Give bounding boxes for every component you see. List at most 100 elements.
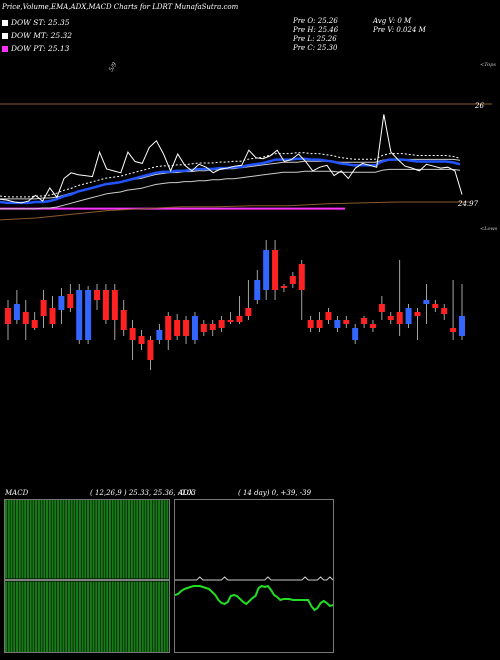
stat-pre-v: Pre V: 0.024 M <box>373 26 426 34</box>
candle-body <box>76 290 83 340</box>
candle-body <box>129 328 136 340</box>
candle-body <box>156 330 163 340</box>
candle-body <box>361 318 368 324</box>
candle-body <box>40 300 47 316</box>
candle-body <box>138 336 145 344</box>
ytick-label: 24.97 <box>457 200 479 208</box>
adx-line <box>175 576 333 581</box>
ytick-label: 26 <box>474 102 484 110</box>
adx-params: ( 14 day) 0, +39, -39 <box>238 489 312 497</box>
candle-body <box>147 340 154 360</box>
candle-body <box>263 250 270 290</box>
macd-histogram-bar <box>76 500 79 652</box>
candle-body <box>120 310 127 330</box>
candle-body <box>369 324 376 328</box>
candle-body <box>414 312 421 316</box>
stat-avg-v: Avg V: 0 M <box>373 17 412 25</box>
legend-dow-st-label: DOW ST: 25.35 <box>11 18 70 27</box>
legend-swatch-st <box>2 20 8 26</box>
macd-histogram-bar <box>125 500 128 652</box>
macd-params: ( 12,26,9 ) 25.33, 25.36, -0.03 <box>90 489 196 497</box>
macd-histogram-bar <box>111 500 114 652</box>
macd-histogram-bar <box>100 500 103 652</box>
macd-histogram-bar <box>89 500 92 652</box>
macd-histogram-bar <box>65 500 68 652</box>
macd-histogram-bar <box>51 500 54 652</box>
annotation-date: 5/9 <box>108 61 119 73</box>
support-line <box>0 201 470 221</box>
candle-body <box>5 308 11 324</box>
ema-fast-line <box>0 157 461 205</box>
stat-pre-h: Pre H: 25.46 <box>293 26 339 34</box>
macd-histogram-bar <box>5 500 8 652</box>
macd-histogram-bar <box>21 500 24 652</box>
candle-body <box>67 294 74 308</box>
macd-histogram-bar <box>29 500 32 652</box>
macd-histogram-bar <box>73 500 76 652</box>
candle-body <box>378 304 385 312</box>
candle-body <box>236 316 243 322</box>
macd-histogram-bar <box>166 500 169 652</box>
macd-histogram-bar <box>62 500 65 652</box>
macd-histogram-bar <box>97 500 101 652</box>
macd-histogram-bar <box>133 500 136 652</box>
candle-body <box>289 276 296 284</box>
stat-pre-l: Pre L: 25.26 <box>293 35 337 43</box>
macd-histogram-bar <box>67 500 70 652</box>
candle-body <box>352 328 359 340</box>
candle-body <box>200 324 207 332</box>
legend-dow-mt: DOW MT: 25.32 <box>2 31 72 40</box>
candle-body <box>325 312 332 320</box>
legend-swatch-pt <box>2 46 8 52</box>
adx-chart <box>175 576 333 612</box>
candle-body <box>209 324 216 330</box>
macd-histogram-bar <box>136 500 139 652</box>
di-line <box>175 584 333 612</box>
macd-histogram-bar <box>13 500 16 652</box>
macd-histogram-bar <box>26 500 29 652</box>
candle-body <box>94 290 101 300</box>
candle-body <box>165 316 172 340</box>
macd-histogram-bar <box>122 500 125 652</box>
candle-body <box>316 320 323 328</box>
candle-body <box>254 280 261 300</box>
candle-body <box>387 316 394 320</box>
annotation-lows: <Lows <box>480 226 498 232</box>
candle-body <box>423 300 430 304</box>
macd-chart <box>5 500 169 652</box>
macd-histogram-bar <box>32 500 35 652</box>
macd-histogram-bar <box>78 500 81 652</box>
macd-histogram-bar <box>147 500 150 652</box>
macd-histogram-bar <box>70 500 73 652</box>
ema-slow-lower-line <box>0 168 461 210</box>
candle-body <box>111 290 118 320</box>
legend-swatch-mt <box>2 33 8 39</box>
candle-body <box>334 320 341 328</box>
legend-dow-pt: DOW PT: 25.13 <box>2 44 69 53</box>
candle-body <box>102 290 109 320</box>
macd-histogram-bar <box>155 500 158 652</box>
macd-histogram-bar <box>15 500 19 652</box>
macd-histogram-bar <box>163 500 166 652</box>
macd-histogram-bar <box>108 500 111 652</box>
candle-body <box>49 308 56 324</box>
macd-histogram-bar <box>141 500 144 652</box>
macd-title: MACD <box>5 489 29 497</box>
candle-body <box>245 308 252 316</box>
candle-body <box>307 320 314 328</box>
stat-pre-o: Pre O: 25.26 <box>293 17 338 25</box>
macd-histogram-bar <box>37 500 40 652</box>
annotation-tops: <Tops <box>480 62 496 68</box>
candle-body <box>22 312 29 324</box>
macd-panel <box>4 499 170 653</box>
adx-panel <box>174 499 334 653</box>
macd-histogram-bar <box>7 500 10 652</box>
candle-body <box>450 328 457 332</box>
candle-body <box>432 304 439 308</box>
candle-body <box>31 320 38 328</box>
macd-histogram-bar <box>87 500 90 652</box>
price-chart: 26 24.97 <Tops <Lows 5/9 <box>0 61 498 370</box>
candle-body <box>405 308 412 324</box>
candle-body <box>280 286 287 288</box>
stat-pre-c: Pre C: 25.30 <box>293 44 338 52</box>
